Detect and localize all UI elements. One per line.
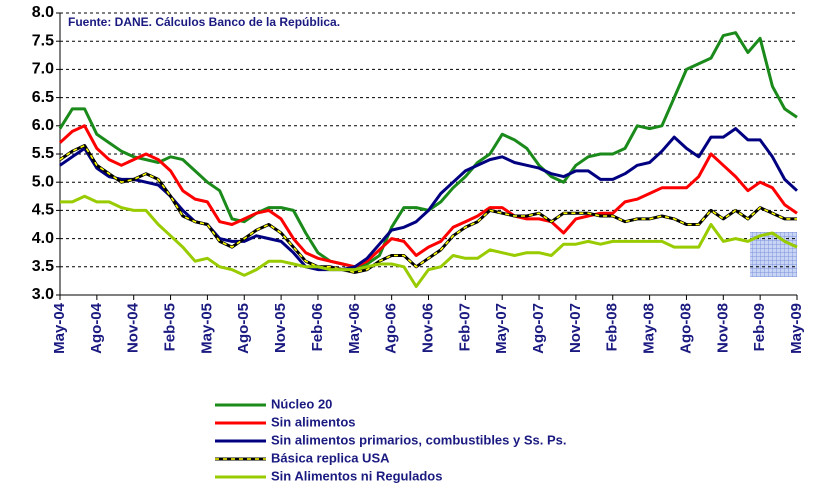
x-tick-label: Ago-08: [677, 303, 694, 354]
x-tick-label: May-04: [51, 302, 68, 354]
y-tick-label: 4.5: [32, 202, 54, 219]
series-line: [58, 124, 798, 269]
annotation: Fuente: DANE. Cálculos Banco de la Repúb…: [68, 15, 340, 29]
y-tick-label: 5.0: [32, 173, 54, 190]
x-tick-label: Nov-08: [714, 303, 731, 353]
series-line: [60, 194, 798, 288]
legend-label: Sin alimentos primarios, combustibles y …: [271, 432, 566, 447]
series-line-dash: [59, 144, 797, 274]
x-tick-label: Nov-04: [125, 302, 142, 353]
x-tick-label: May-09: [788, 303, 805, 354]
x-tick-label: Feb-07: [456, 303, 473, 351]
legend-label: Sin Alimentos ni Regulados: [271, 468, 442, 483]
x-tick-label: Ago-05: [235, 303, 252, 354]
y-tick-label: 8.0: [32, 4, 54, 21]
x-tick-label: May-06: [346, 303, 363, 354]
x-tick-label: Feb-08: [604, 303, 621, 351]
x-tick-label: May-05: [198, 303, 215, 354]
x-tick-label: Nov-07: [567, 303, 584, 353]
x-tick-label: May-07: [493, 303, 510, 354]
x-tick-label: Feb-05: [162, 303, 179, 351]
x-tick-label: Nov-05: [272, 303, 289, 353]
shaded-region: [750, 232, 797, 277]
y-tick-label: 7.5: [32, 32, 54, 49]
y-tick-label: 7.0: [32, 61, 54, 78]
x-tick-label: May-08: [641, 303, 658, 354]
y-tick-label: 3.0: [32, 286, 54, 303]
y-tick-label: 3.5: [32, 258, 54, 275]
y-tick-label: 6.5: [32, 89, 54, 106]
x-tick-label: Nov-06: [419, 303, 436, 353]
y-tick-label: 5.5: [32, 145, 54, 162]
series-line: [59, 127, 799, 272]
legend-label: Núcleo 20: [271, 396, 332, 411]
x-tick-label: Ago-07: [530, 303, 547, 354]
x-tick-label: Ago-06: [383, 303, 400, 354]
y-tick-label: 4.0: [32, 230, 54, 247]
x-tick-label: Ago-04: [88, 302, 105, 353]
legend-label: Sin alimentos: [271, 414, 356, 429]
x-tick-label: Feb-06: [309, 303, 326, 351]
y-tick-label: 6.0: [32, 117, 54, 134]
x-tick-label: Feb-09: [751, 303, 768, 351]
legend-label: Básica replica USA: [271, 450, 390, 465]
